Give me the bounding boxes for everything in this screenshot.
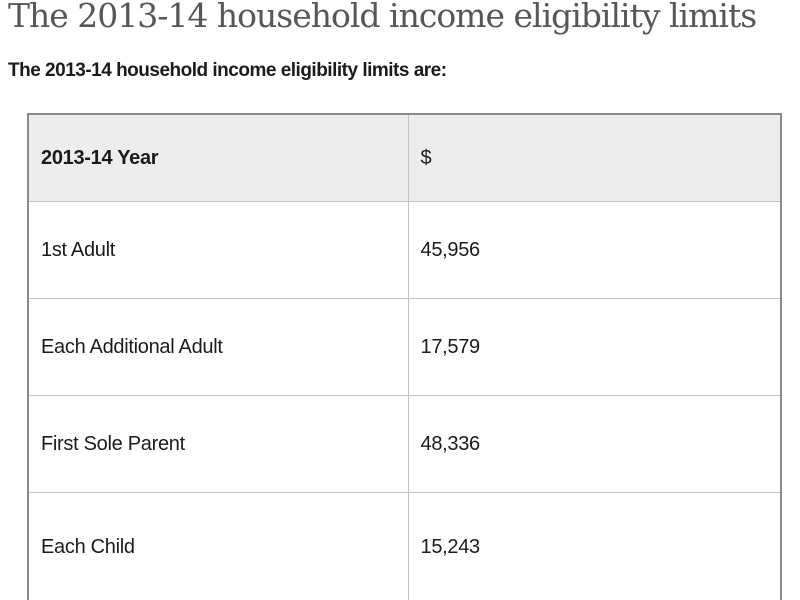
income-limits-table: 2013-14 Year $ 1st Adult 45,956 Each Add… xyxy=(27,112,782,600)
intro-text: The 2013-14 household income eligibility… xyxy=(8,59,447,81)
row-label: Each Child xyxy=(27,492,409,600)
page-title: The 2013-14 household income eligibility… xyxy=(8,0,757,35)
header-cell-year: 2013-14 Year xyxy=(27,113,409,203)
row-value: 15,243 xyxy=(407,492,782,600)
table-row: Each Additional Adult 17,579 xyxy=(27,298,782,397)
table-row: 1st Adult 45,956 xyxy=(27,201,782,300)
row-value: 48,336 xyxy=(407,395,782,494)
row-label: Each Additional Adult xyxy=(27,298,409,397)
row-label: First Sole Parent xyxy=(27,395,409,494)
table-row: First Sole Parent 48,336 xyxy=(27,395,782,494)
table-header-row: 2013-14 Year $ xyxy=(27,113,782,203)
row-value: 45,956 xyxy=(407,201,782,300)
header-cell-dollar: $ xyxy=(407,113,782,203)
row-label: 1st Adult xyxy=(27,201,409,300)
table-row: Each Child 15,243 xyxy=(27,492,782,600)
row-value: 17,579 xyxy=(407,298,782,397)
